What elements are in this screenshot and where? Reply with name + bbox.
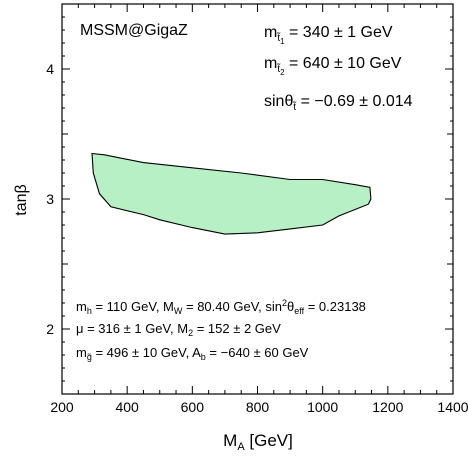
- y-tick-label: 3: [46, 191, 54, 207]
- y-tick-label: 4: [46, 61, 54, 77]
- x-tick-label: 1000: [307, 399, 338, 415]
- model-tag: MSSM@GigaZ: [80, 22, 188, 39]
- params-line-3: mg̃ = 496 ± 10 GeV, Ab = −640 ± 60 GeV: [76, 345, 309, 362]
- x-tick-label: 1400: [437, 399, 468, 415]
- y-tick-label: 2: [46, 321, 54, 337]
- allowed-region: [91, 152, 372, 235]
- x-tick-label: 400: [115, 399, 139, 415]
- y-axis-ticks: 2 3 4: [46, 3, 453, 395]
- x-tick-label: 200: [50, 399, 74, 415]
- x-tick-label: 1200: [372, 399, 403, 415]
- params-line-2: μ = 316 ± 1 GeV, M2 = 152 ± 2 GeV: [76, 321, 281, 338]
- x-axis-ticks: 200 400 600 800 1000 1200 1400: [50, 4, 468, 415]
- y-axis-label: tanβ: [13, 184, 30, 215]
- params-line-1: mh = 110 GeV, MW = 80.40 GeV, sin2θeff =…: [76, 298, 366, 316]
- stop1-mass: mt̃1 = 340 ± 1 GeV: [264, 24, 393, 46]
- stop2-mass: mt̃2 = 640 ± 10 GeV: [264, 55, 402, 77]
- x-axis-label: MA [GeV]: [223, 431, 293, 453]
- x-tick-label: 800: [246, 399, 270, 415]
- x-tick-label: 600: [181, 399, 205, 415]
- stop-mixing-angle: sinθt̃ = −0.69 ± 0.014: [264, 93, 413, 113]
